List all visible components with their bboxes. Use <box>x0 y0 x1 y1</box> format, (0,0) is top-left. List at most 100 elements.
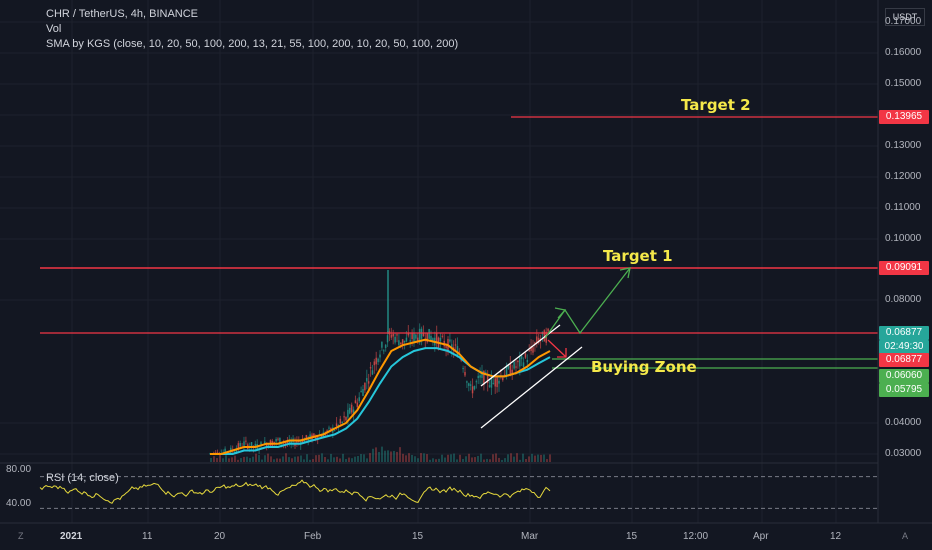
candle-body <box>263 441 266 444</box>
candle-body <box>407 333 410 336</box>
volume-bar <box>234 455 236 462</box>
volume-bar <box>459 454 461 462</box>
candle-body <box>403 340 406 343</box>
candle-body <box>235 448 238 453</box>
volume-bar <box>222 458 224 462</box>
volume-bar <box>462 458 464 462</box>
candle-body <box>394 336 396 343</box>
volume-bar <box>291 458 293 462</box>
volume-bar <box>282 456 284 462</box>
volume-bar <box>213 456 215 462</box>
candle-body <box>515 366 517 368</box>
candle-body <box>275 439 277 442</box>
candle-body <box>320 435 323 438</box>
candle-body <box>243 441 245 446</box>
rsi-tick-80: 80.00 <box>6 464 32 475</box>
candle-body <box>430 335 432 341</box>
arrow-head-2 <box>619 267 631 279</box>
candle-body <box>386 335 389 343</box>
channel-lower <box>480 346 583 429</box>
candle-body <box>314 436 317 439</box>
candle-body <box>279 437 281 445</box>
candle-body <box>534 342 536 345</box>
candle-body <box>333 429 336 431</box>
candle-body <box>365 378 368 382</box>
candle-body <box>245 440 247 442</box>
candle-body <box>524 353 527 358</box>
candle-body <box>530 346 532 351</box>
volume-bar <box>267 453 269 462</box>
time-tick-label: Feb <box>304 531 322 542</box>
volume-bar <box>504 458 506 462</box>
candle-body <box>339 418 342 424</box>
volume-bar <box>546 459 548 462</box>
zoom-button[interactable]: Z <box>18 531 24 541</box>
volume-bar <box>336 456 338 462</box>
volume-bar <box>468 453 470 462</box>
candle-body <box>377 358 379 363</box>
volume-bar <box>384 450 386 462</box>
candle-body <box>479 375 481 378</box>
candle-body <box>458 351 461 353</box>
candle-body <box>305 435 308 439</box>
candle-body <box>543 330 546 342</box>
time-tick-label: 12:00 <box>683 531 709 542</box>
candle-body <box>369 367 372 369</box>
price-tick-label: 0.08000 <box>885 294 922 305</box>
candle-body <box>286 441 289 444</box>
volume-bar <box>486 458 488 462</box>
sma-legend[interactable]: SMA by KGS (close, 10, 20, 50, 100, 200,… <box>46 38 459 50</box>
candle-body <box>288 439 291 445</box>
rsi-pane <box>39 476 878 509</box>
pullback-arrow-red <box>547 339 567 358</box>
volume-bar <box>450 454 452 462</box>
rsi-line <box>39 479 551 504</box>
price-tag-current: 0.06877 <box>879 326 929 340</box>
currency-button[interactable]: USDT <box>885 8 925 26</box>
candle-body <box>509 363 512 376</box>
red-arrow-head <box>557 348 567 358</box>
volume-legend[interactable]: Vol <box>46 23 62 35</box>
candle-body <box>464 372 466 376</box>
volume-bar <box>408 453 410 462</box>
candle-body <box>532 347 534 353</box>
symbol-title[interactable]: CHR / TetherUS, 4h, BINANCE <box>46 8 199 20</box>
candle-body <box>441 335 444 337</box>
candle-body <box>371 370 374 375</box>
volume-bar <box>303 459 305 462</box>
candle-body <box>396 334 398 336</box>
candle-body <box>445 345 447 348</box>
volume-bar <box>492 454 494 462</box>
volume-bar <box>516 453 518 462</box>
candle-body <box>411 332 413 339</box>
volume-bar <box>357 455 359 462</box>
candle-body <box>399 342 402 345</box>
volume-bar <box>261 459 263 462</box>
candle-body <box>469 384 472 386</box>
volume-bars <box>210 446 551 462</box>
auto-scale-button[interactable]: A <box>902 531 909 541</box>
candle-body <box>466 381 468 383</box>
volume-bar <box>519 459 521 462</box>
volume-bar <box>549 454 551 462</box>
volume-bar <box>228 458 230 462</box>
grid <box>0 0 878 523</box>
volume-bar <box>495 453 497 462</box>
candle-body <box>483 370 485 385</box>
candle-body <box>494 378 497 387</box>
volume-bar <box>534 455 536 462</box>
rsi-legend[interactable]: RSI (14, close) <box>46 472 119 484</box>
volume-bar <box>510 453 512 462</box>
volume-bar <box>354 456 356 462</box>
volume-bar <box>351 458 353 462</box>
candle-body <box>420 328 423 339</box>
candle-body <box>224 448 226 454</box>
candle-body <box>367 381 370 384</box>
candle-body <box>350 404 353 413</box>
volume-bar <box>456 459 458 462</box>
price-tick-label: 0.15000 <box>885 78 922 89</box>
volume-bar <box>279 458 281 462</box>
candle-body <box>265 443 268 448</box>
volume-bar <box>438 458 440 462</box>
